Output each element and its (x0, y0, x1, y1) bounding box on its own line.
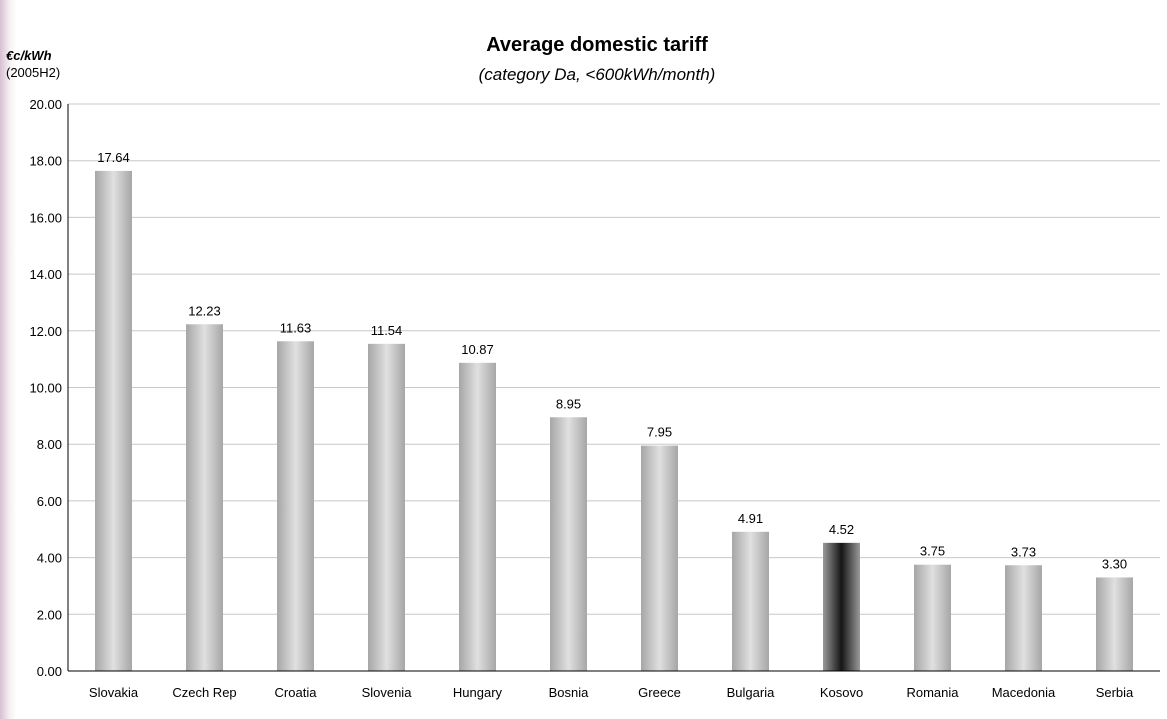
bar-bosnia (550, 417, 587, 671)
data-label: 7.95 (647, 425, 672, 440)
bar-slovakia (95, 170, 132, 671)
y-axis-period: (2005H2) (6, 65, 60, 80)
y-tick-label: 0.00 (37, 664, 62, 679)
data-label: 8.95 (556, 396, 581, 411)
bar-croatia (277, 341, 314, 671)
x-category-label: Greece (638, 685, 681, 700)
bar-serbia (1096, 577, 1133, 671)
x-category-label: Croatia (275, 685, 318, 700)
bar-romania (914, 564, 951, 671)
bar-bulgaria (732, 531, 769, 671)
x-axis-categories: Slovakia Czech Rep Croatia Slovenia Hungary B… (89, 685, 1134, 700)
y-tick-label: 18.00 (29, 154, 62, 169)
y-axis-unit: €c/kWh (6, 48, 52, 63)
x-category-label: Kosovo (820, 685, 863, 700)
data-label: 11.54 (371, 323, 403, 338)
y-axis-ticks: 0.00 2.00 4.00 6.00 8.00 10.00 12.00 14.00 16.00… (29, 97, 62, 679)
data-label: 4.91 (738, 511, 763, 526)
bar-czech-rep (186, 324, 223, 671)
data-label: 3.30 (1102, 556, 1127, 571)
data-label: 3.73 (1011, 544, 1036, 559)
bar-slovenia (368, 343, 405, 671)
x-category-label: Bosnia (549, 685, 590, 700)
x-category-label: Bulgaria (727, 685, 775, 700)
x-category-label: Slovakia (89, 685, 139, 700)
x-category-label: Romania (906, 685, 959, 700)
y-tick-label: 12.00 (29, 324, 62, 339)
data-labels: 17.64 12.23 11.63 11.54 10.87 8.95 7.95 4.91 4.5… (97, 150, 1127, 572)
bar-greece (641, 445, 678, 671)
y-tick-label: 14.00 (29, 267, 62, 282)
y-tick-label: 16.00 (29, 210, 62, 225)
data-label: 10.87 (461, 342, 494, 357)
x-category-label: Macedonia (992, 685, 1056, 700)
data-label: 11.63 (280, 320, 312, 335)
data-label: 12.23 (188, 303, 221, 318)
y-tick-label: 20.00 (29, 97, 62, 112)
chart-title: Average domestic tariff (486, 34, 708, 56)
y-tick-label: 8.00 (37, 437, 62, 452)
bar-kosovo (823, 542, 860, 671)
axes (67, 104, 1160, 672)
y-tick-label: 10.00 (29, 381, 62, 396)
data-label: 17.64 (97, 150, 130, 165)
bar-macedonia (1005, 565, 1042, 671)
x-category-label: Hungary (453, 685, 503, 700)
y-tick-label: 4.00 (37, 551, 62, 566)
grid-lines (68, 103, 1160, 615)
bars (95, 170, 1133, 671)
x-category-label: Slovenia (362, 685, 413, 700)
x-category-label: Czech Rep (172, 685, 236, 700)
y-tick-label: 2.00 (37, 607, 62, 622)
x-category-label: Serbia (1096, 685, 1134, 700)
bar-hungary (459, 362, 496, 671)
y-tick-label: 6.00 (37, 494, 62, 509)
data-label: 3.75 (920, 544, 945, 559)
chart-subtitle: (category Da, <600kWh/month) (479, 65, 716, 84)
data-label: 4.52 (829, 522, 854, 537)
